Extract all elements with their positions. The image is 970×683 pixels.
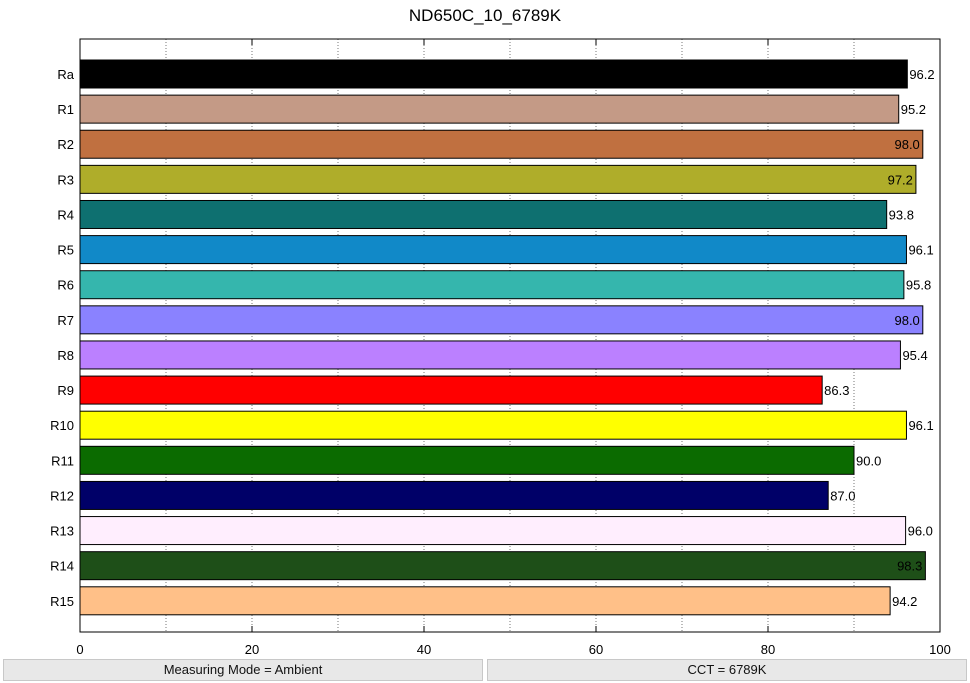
bar-r9 xyxy=(79,375,823,405)
category-label: R15 xyxy=(50,594,74,609)
value-label: 93.8 xyxy=(889,207,914,222)
value-label: 96.0 xyxy=(908,524,933,539)
value-label: 96.1 xyxy=(908,243,933,258)
category-label: R4 xyxy=(57,207,74,222)
category-label: R7 xyxy=(57,313,74,328)
bar-r11 xyxy=(79,445,855,475)
chart-title: ND650C_10_6789K xyxy=(408,6,562,25)
bar-r15 xyxy=(79,586,891,616)
bar-ra xyxy=(79,59,908,89)
bar-r13 xyxy=(79,516,907,546)
bar-r3 xyxy=(79,164,917,194)
category-label: R14 xyxy=(50,559,74,574)
category-label: R13 xyxy=(50,524,74,539)
value-label: 97.2 xyxy=(888,172,913,187)
x-tick-label: 0 xyxy=(76,642,83,657)
x-tick-label: 80 xyxy=(761,642,775,657)
bar-r5 xyxy=(79,235,907,265)
plot-frame xyxy=(79,38,941,633)
bar-r4 xyxy=(79,199,888,229)
value-label: 86.3 xyxy=(824,383,849,398)
x-tick-label: 40 xyxy=(417,642,431,657)
category-label: R9 xyxy=(57,383,74,398)
value-label: 96.2 xyxy=(909,67,934,82)
category-label: R5 xyxy=(57,243,74,258)
category-label: R2 xyxy=(57,137,74,152)
bar-r10 xyxy=(79,410,907,440)
x-tick-label: 60 xyxy=(589,642,603,657)
cct-status: CCT = 6789K xyxy=(487,659,967,681)
category-label: R6 xyxy=(57,278,74,293)
category-label: R3 xyxy=(57,172,74,187)
bar-r1 xyxy=(79,94,900,124)
measuring-mode-status: Measuring Mode = Ambient xyxy=(3,659,483,681)
bar-r7 xyxy=(79,305,924,335)
category-label: R11 xyxy=(51,453,74,468)
value-label: 98.0 xyxy=(894,137,919,152)
bar-r14 xyxy=(79,551,926,581)
x-tick-label: 100 xyxy=(929,642,951,657)
value-label: 95.4 xyxy=(902,348,927,363)
category-label: R12 xyxy=(50,488,74,503)
value-label: 98.0 xyxy=(894,313,919,328)
value-label: 90.0 xyxy=(856,453,881,468)
value-label: 98.3 xyxy=(897,559,922,574)
value-label: 95.2 xyxy=(901,102,926,117)
value-label: 87.0 xyxy=(830,488,855,503)
category-label: R10 xyxy=(50,418,74,433)
category-label: R8 xyxy=(57,348,74,363)
category-label: Ra xyxy=(57,67,74,82)
category-label: R1 xyxy=(57,102,74,117)
bar-r2 xyxy=(79,129,924,159)
x-tick-label: 20 xyxy=(245,642,259,657)
bar-r6 xyxy=(79,270,905,300)
value-label: 96.1 xyxy=(908,418,933,433)
value-label: 94.2 xyxy=(892,594,917,609)
value-label: 95.8 xyxy=(906,278,931,293)
bar-r12 xyxy=(79,480,829,510)
bar-r8 xyxy=(79,340,901,370)
